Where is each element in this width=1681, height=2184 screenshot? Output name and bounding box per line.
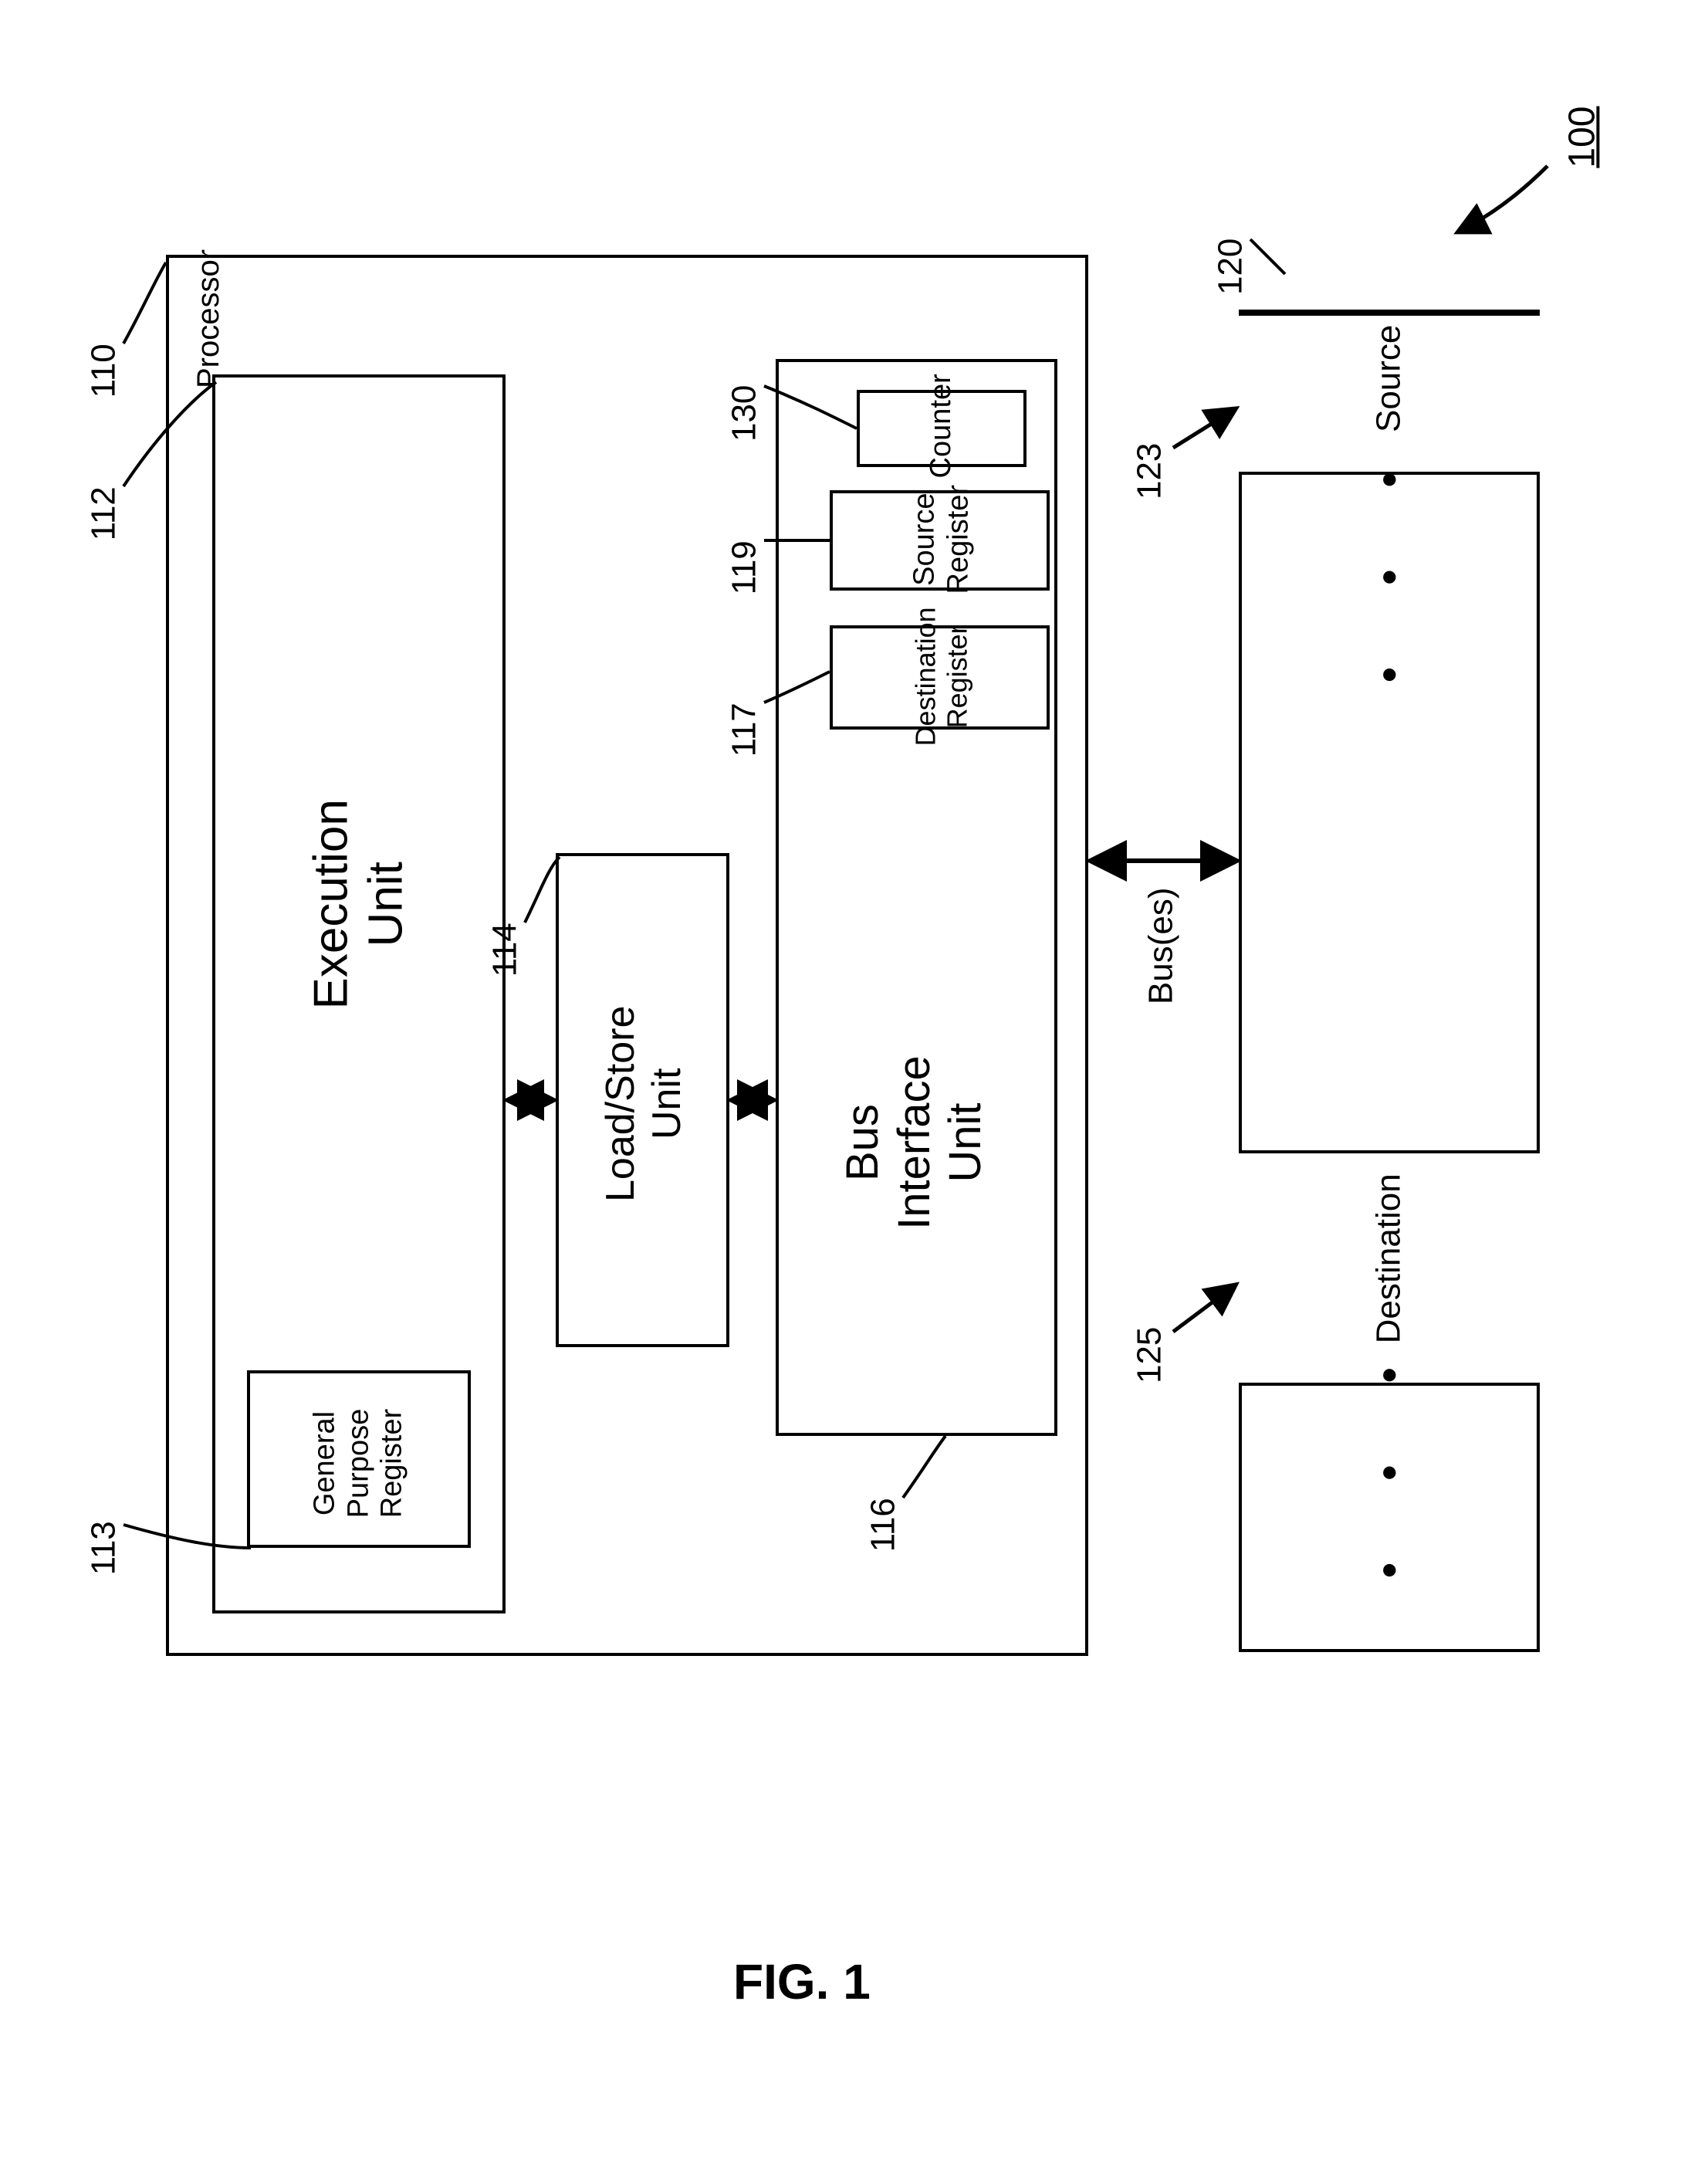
ref-119: 119 <box>726 521 765 614</box>
memory-source-label: Source <box>1370 305 1409 452</box>
bus-label: Bus(es) <box>1142 876 1182 1015</box>
bus-interface-label: Bus Interface Unit <box>837 1011 992 1274</box>
ref-110: 110 <box>85 324 124 417</box>
ref-114: 114 <box>486 903 526 996</box>
processor-label: Processor <box>191 242 226 396</box>
ref-130: 130 <box>726 367 765 459</box>
ref-100: 100 <box>1561 91 1603 184</box>
load-store-label: Load/Store Unit <box>598 992 691 1216</box>
ref-116: 116 <box>864 1478 904 1571</box>
memory-dots-2: • • • <box>1363 1455 1416 1579</box>
figure-caption: FIG. 1 <box>733 1953 871 2010</box>
ref-123: 123 <box>1131 425 1170 517</box>
ref-125: 125 <box>1131 1309 1170 1401</box>
gpr-label: General Purpose Register <box>308 1363 409 1564</box>
memory-dots-1: • • • <box>1363 560 1416 683</box>
ref-113: 113 <box>85 1502 124 1594</box>
destination-register-label: Destination Register <box>910 572 974 780</box>
execution-unit-label: Execution Unit <box>304 765 414 1043</box>
ref-117: 117 <box>726 683 765 776</box>
diagram-canvas: Processor Execution Unit General Purpose… <box>0 0 1681 2184</box>
ref-120: 120 <box>1212 220 1251 313</box>
memory-destination-label: Destination <box>1370 1154 1409 1363</box>
ref-112: 112 <box>85 467 124 560</box>
